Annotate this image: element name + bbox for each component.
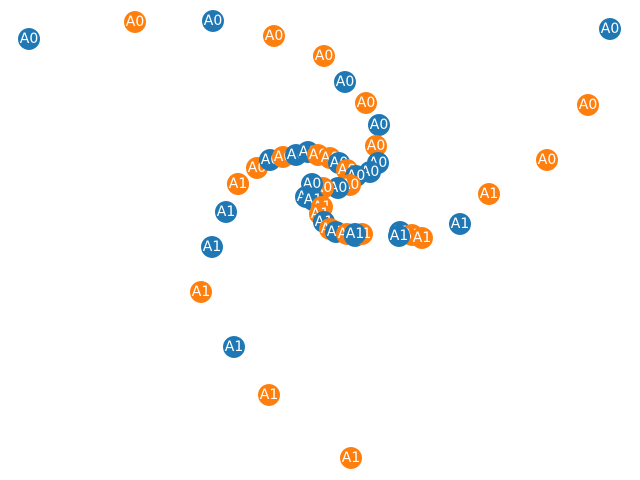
node-circle xyxy=(368,114,390,136)
node-a1-48: A1 xyxy=(223,336,245,358)
node-circle xyxy=(449,213,471,235)
node-circle xyxy=(223,336,245,358)
node-circle xyxy=(313,45,335,67)
node-label: A1 xyxy=(203,239,221,255)
node-label: A0 xyxy=(601,21,619,37)
node-label: A1 xyxy=(451,216,469,232)
node-a0-3: A0 xyxy=(263,25,285,47)
node-label: A1 xyxy=(480,186,498,202)
node-label: A1 xyxy=(346,226,364,242)
node-label: A0 xyxy=(20,31,38,47)
node-a0-8: A0 xyxy=(577,94,599,116)
node-a0-5: A0 xyxy=(334,71,356,93)
node-circle xyxy=(340,447,362,469)
node-a0-4: A0 xyxy=(313,45,335,67)
node-label: A0 xyxy=(329,180,347,196)
node-circle xyxy=(536,149,558,171)
node-circle xyxy=(215,201,237,223)
node-a0-2: A0 xyxy=(202,10,224,32)
node-a1-41: A1 xyxy=(449,213,471,235)
node-label: A0 xyxy=(370,117,388,133)
node-circle xyxy=(258,384,280,406)
node-circle xyxy=(577,94,599,116)
node-circle xyxy=(344,223,366,245)
node-label: A1 xyxy=(342,450,360,466)
node-label: A1 xyxy=(413,230,431,246)
node-circle xyxy=(190,281,212,303)
node-a1-46: A1 xyxy=(190,281,212,303)
node-label: A0 xyxy=(126,14,144,30)
node-circle xyxy=(355,92,377,114)
node-label: A0 xyxy=(265,28,283,44)
node-a0-6: A0 xyxy=(599,18,621,40)
node-a1-51: A1 xyxy=(340,447,362,469)
node-a0-1: A0 xyxy=(124,11,146,33)
node-label: A1 xyxy=(217,204,235,220)
node-circle xyxy=(202,10,224,32)
node-label: A1 xyxy=(229,176,247,192)
node-label: A1 xyxy=(225,339,243,355)
node-circle xyxy=(263,25,285,47)
node-a1-44: A1 xyxy=(478,183,500,205)
node-label: A0 xyxy=(357,95,375,111)
node-circle xyxy=(411,227,433,249)
node-label: A1 xyxy=(260,387,278,403)
node-label: A1 xyxy=(192,284,210,300)
node-circle xyxy=(201,236,223,258)
node-label: A0 xyxy=(315,48,333,64)
node-circle xyxy=(124,11,146,33)
node-a0-11: A0 xyxy=(536,149,558,171)
node-circle xyxy=(478,183,500,205)
node-a1-49: A1 xyxy=(258,384,280,406)
node-a0-0: A0 xyxy=(18,28,40,50)
node-a1-52: A1 xyxy=(344,223,366,245)
node-a0-7: A0 xyxy=(355,92,377,114)
node-a0-9: A0 xyxy=(368,114,390,136)
node-circle xyxy=(334,71,356,93)
node-circle xyxy=(365,135,387,157)
node-label: A0 xyxy=(579,97,597,113)
node-label: A0 xyxy=(204,13,222,29)
node-a1-42: A1 xyxy=(411,227,433,249)
node-label: A0 xyxy=(538,152,556,168)
node-a1-47: A1 xyxy=(227,173,249,195)
node-label: A0 xyxy=(367,138,385,154)
node-circle xyxy=(388,225,410,247)
node-circle xyxy=(227,173,249,195)
node-a1-50: A1 xyxy=(388,225,410,247)
node-label: A1 xyxy=(390,228,408,244)
node-a1-43: A1 xyxy=(201,236,223,258)
node-circle xyxy=(599,18,621,40)
node-a1-45: A1 xyxy=(215,201,237,223)
node-a0-10: A0 xyxy=(365,135,387,157)
node-circle xyxy=(18,28,40,50)
node-label: A0 xyxy=(336,74,354,90)
